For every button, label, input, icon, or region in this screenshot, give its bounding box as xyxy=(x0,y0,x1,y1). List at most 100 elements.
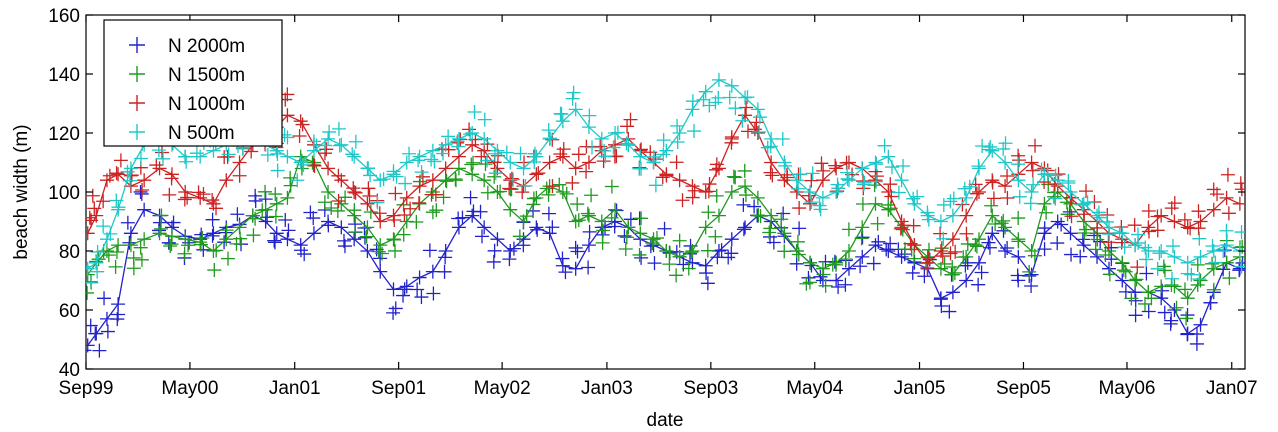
series-marker xyxy=(803,196,818,211)
series-marker xyxy=(1127,218,1142,233)
series-marker xyxy=(933,214,948,229)
series-marker xyxy=(1154,208,1169,223)
series-marker xyxy=(424,152,439,167)
series-marker xyxy=(959,208,974,223)
series-marker xyxy=(1077,225,1092,240)
series-marker xyxy=(765,168,780,183)
series-marker xyxy=(910,189,925,204)
series-marker xyxy=(841,261,856,276)
series-marker xyxy=(425,173,440,188)
series-marker xyxy=(506,172,521,187)
series-marker xyxy=(427,154,442,169)
series-marker xyxy=(659,143,674,158)
series-marker xyxy=(738,108,753,123)
series-marker xyxy=(209,243,224,258)
series-marker xyxy=(1138,240,1153,255)
series-marker xyxy=(711,72,726,87)
series-marker xyxy=(541,123,556,138)
series-marker xyxy=(529,167,544,182)
legend-marker xyxy=(129,37,145,53)
series-marker xyxy=(555,185,570,199)
series-marker xyxy=(1216,243,1231,258)
y-tick-label: 60 xyxy=(59,301,80,322)
series-marker xyxy=(152,161,167,176)
x-tick-label: Jan07 xyxy=(1206,378,1258,399)
series-marker xyxy=(672,173,687,188)
series-marker xyxy=(687,183,702,198)
series-marker xyxy=(280,149,295,164)
series-marker xyxy=(88,326,103,341)
series-marker xyxy=(681,261,696,276)
series-marker xyxy=(474,229,489,244)
series-marker xyxy=(747,199,762,214)
series-marker xyxy=(853,259,868,274)
series-marker xyxy=(555,149,570,164)
series-marker xyxy=(244,144,259,159)
series-marker xyxy=(531,166,546,181)
series-marker xyxy=(516,214,531,229)
series-marker xyxy=(1190,277,1205,292)
series-marker xyxy=(610,125,625,140)
series-marker xyxy=(90,264,105,279)
series-marker xyxy=(1112,225,1127,240)
series-marker xyxy=(818,278,833,293)
series-marker xyxy=(594,214,609,229)
series-marker xyxy=(109,193,124,208)
series-marker xyxy=(86,261,95,276)
series-marker xyxy=(403,201,418,216)
series-marker xyxy=(396,197,411,212)
series-marker xyxy=(657,221,672,236)
series-marker xyxy=(371,244,386,259)
series-marker xyxy=(735,113,750,128)
series-marker xyxy=(268,235,283,250)
series-marker xyxy=(792,201,807,216)
series-marker xyxy=(884,160,899,175)
series-marker xyxy=(738,179,753,194)
series-marker xyxy=(283,170,298,185)
series-marker xyxy=(968,177,983,192)
series-marker xyxy=(1150,261,1165,276)
series-marker xyxy=(527,146,542,161)
series-marker xyxy=(907,238,922,253)
series-marker xyxy=(632,247,647,262)
series-marker xyxy=(998,155,1013,170)
series-marker xyxy=(290,173,305,188)
series-marker xyxy=(373,264,388,279)
series-marker xyxy=(513,146,528,161)
series-marker xyxy=(1169,300,1184,315)
series-marker xyxy=(623,112,638,127)
series-marker xyxy=(1026,177,1041,192)
series-line xyxy=(87,155,1241,300)
series-marker xyxy=(260,147,275,162)
series-marker xyxy=(269,196,284,211)
series-marker xyxy=(568,161,583,176)
series-marker xyxy=(947,265,962,280)
series-marker xyxy=(545,179,560,194)
series-marker xyxy=(123,226,138,241)
series-marker xyxy=(89,208,104,223)
series-marker xyxy=(555,251,570,266)
series-marker xyxy=(594,131,609,146)
series-marker xyxy=(1012,189,1027,204)
series-marker xyxy=(347,149,362,164)
series-marker xyxy=(360,220,375,235)
series-marker xyxy=(1233,176,1245,191)
series-marker xyxy=(149,158,164,173)
series-marker xyxy=(648,178,663,193)
series-marker xyxy=(102,168,117,183)
series-marker xyxy=(86,318,98,333)
series-marker xyxy=(617,228,632,243)
series-marker xyxy=(1192,231,1207,246)
x-tick-label: Sep01 xyxy=(371,378,426,399)
series-marker xyxy=(1232,263,1245,278)
series-marker xyxy=(698,84,713,99)
series-marker xyxy=(1206,202,1221,217)
series-marker xyxy=(412,270,427,285)
series-marker xyxy=(1221,206,1236,221)
series-marker xyxy=(831,181,846,196)
series-marker xyxy=(1177,212,1192,227)
legend-marker xyxy=(129,124,145,140)
series-marker xyxy=(1139,266,1154,281)
series-marker xyxy=(869,169,884,184)
series-marker xyxy=(698,185,713,199)
